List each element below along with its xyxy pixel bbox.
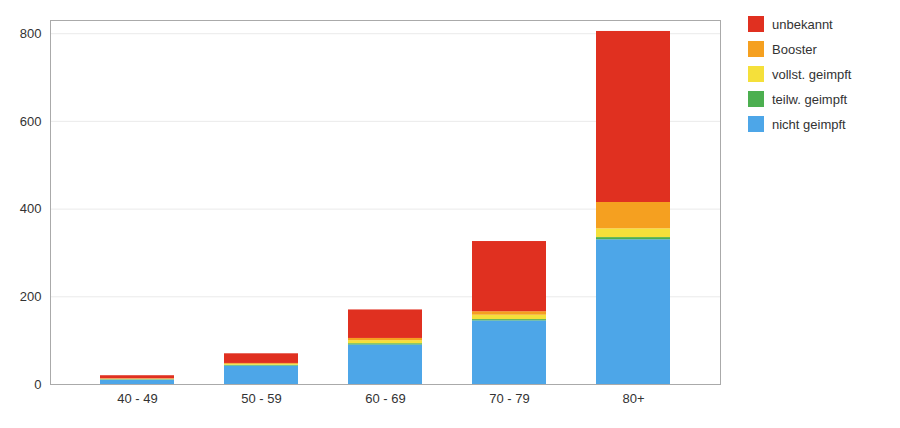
svg-text:50 - 59: 50 - 59 [241, 391, 281, 406]
svg-text:400: 400 [20, 201, 42, 216]
svg-text:60 - 69: 60 - 69 [365, 391, 405, 406]
svg-text:80+: 80+ [622, 391, 644, 406]
html-text:nicht geimpft: nicht geimpft [772, 116, 846, 132]
svg-text:70 - 79: 70 - 79 [489, 391, 529, 406]
svg-text:200: 200 [20, 289, 42, 304]
html-text:teilw. geimpft: teilw. geimpft [772, 91, 848, 107]
html-text:Booster: Booster [772, 41, 817, 57]
svg-text:800: 800 [20, 26, 42, 41]
svg-text:40 - 49: 40 - 49 [117, 391, 157, 406]
svg-text:0: 0 [34, 377, 41, 392]
html-text:vollst. geimpft: vollst. geimpft [772, 66, 852, 82]
svg-text:600: 600 [20, 114, 42, 129]
html-text:unbekannt: unbekannt [772, 16, 833, 32]
